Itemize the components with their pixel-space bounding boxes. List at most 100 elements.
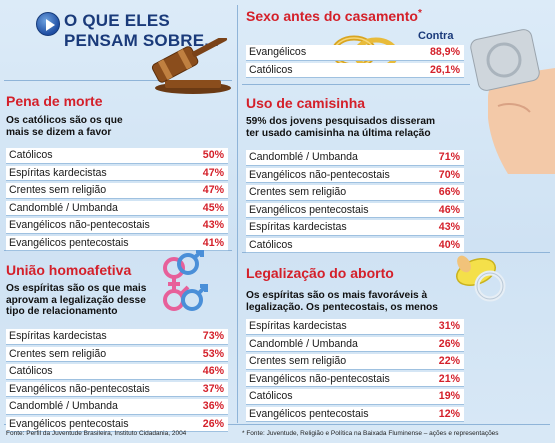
table-row: Espíritas kardecistas 73% [6,329,228,345]
row-label: Evangélicos não-pentecostais [9,219,150,231]
table-row: Evangélicos não-pentecostais 37% [6,381,228,397]
row-value: 66% [438,186,460,198]
table-row: Crentes sem religião 53% [6,346,228,362]
sexo-contra-label: Contra [418,30,454,42]
row-value: 26% [438,337,460,350]
row-label: Evangélicos pentecostais [9,417,129,430]
row-label: Espíritas kardecistas [249,221,347,233]
sexo-table: Evangélicos 88,9% Católicos 26,1% [246,45,464,80]
row-value: 53% [202,347,224,360]
header-line-2: PENSAM SOBRE... [64,31,220,50]
row-label: Candomblé / Umbanda [9,201,118,214]
row-label: Católicos [249,63,293,76]
row-label: Candomblé / Umbanda [9,400,118,412]
table-row: Católicos 46% [6,364,228,380]
table-row: Evangélicos pentecostais 12% [246,406,464,422]
row-label: Candomblé / Umbanda [249,337,358,350]
table-row: Evangélicos não-pentecostais 70% [246,167,464,183]
sexo-asterisk: * [417,8,422,19]
uniao-title: União homoafetiva [6,262,132,278]
table-row: Candomblé / Umbanda 45% [6,200,228,216]
table-row: Evangélicos não-pentecostais 21% [246,371,464,387]
table-row: Evangélicos pentecostais 41% [6,235,228,251]
play-icon [36,12,60,36]
table-row: Crentes sem religião 47% [6,183,228,199]
row-value: 43% [438,221,460,233]
header-title: O QUE ELES PENSAM SOBRE... [64,11,219,51]
row-value: 40% [438,238,460,251]
row-label: Espíritas kardecistas [9,166,107,179]
uniao-subtitle-line: aprovam a legalização desse [6,294,146,306]
row-label: Católicos [249,390,293,402]
row-label: Evangélicos [249,46,307,58]
divider-bottom [4,424,550,425]
header-line-1: O QUE ELES [64,11,170,30]
uniao-table: Espíritas kardecistas 73% Crentes sem reli… [6,329,228,434]
row-label: Evangélicos não-pentecostais [9,382,150,395]
row-value: 45% [202,201,224,214]
row-label: Evangélicos pentecostais [249,203,369,216]
table-row: Evangélicos pentecostais 26% [6,416,228,432]
row-label: Evangélicos pentecostais [9,236,129,249]
aborto-title: Legalização do aborto [246,265,394,281]
table-row: Espíritas kardecistas 31% [246,319,464,335]
uniao-subtitle-line: Os espíritas são os que mais [6,283,147,294]
row-value: 47% [202,184,224,196]
row-label: Crentes sem religião [249,186,347,198]
row-label: Espíritas kardecistas [249,320,347,332]
row-value: 26,1% [429,63,460,76]
table-row: Católicos 40% [246,237,464,253]
sexo-title-text: Sexo antes do casamento [246,8,418,24]
pena-table: Católicos 50% Espíritas kardecistas 47% Cren… [6,148,228,253]
table-row: Candomblé / Umbanda 26% [246,336,464,352]
condom-hand-icon [470,29,555,174]
row-value: 70% [438,168,460,181]
row-value: 12% [438,407,460,420]
row-value: 43% [202,219,224,231]
pena-subtitle: Os católicos são os que mais se dizem a … [6,115,186,138]
uniao-subtitle: Os espíritas são os que mais aprovam a l… [6,283,176,318]
row-label: Católicos [9,149,53,161]
row-value: 31% [438,320,460,332]
row-value: 46% [438,203,460,216]
row-label: Católicos [9,365,53,377]
source-left: Fonte: Perfil da Juventude Brasileira, I… [6,430,187,437]
camisinha-subtitle: 59% dos jovens pesquisados disseram ter … [246,116,476,139]
table-row: Católicos 19% [246,389,464,405]
source-right: * Fonte: Juventude, Religião e Política … [242,430,499,437]
divider-right-top [242,84,470,85]
table-row: Candomblé / Umbanda 36% [6,399,228,415]
table-row: Crentes sem religião 22% [246,354,464,370]
pena-subtitle-line: mais se dizem a favor [6,126,112,138]
row-value: 41% [202,236,224,249]
row-label: Católicos [249,238,293,251]
camisinha-title: Uso de camisinha [246,95,366,111]
table-row: Candomblé / Umbanda 71% [246,150,464,166]
camisinha-subtitle-line: ter usado camisinha na última relação [246,127,431,139]
aborto-subtitle-line: legalização. Os pentecostais, os menos [246,301,438,313]
row-value: 46% [202,365,224,377]
sexo-title: Sexo antes do casamento* [246,8,422,24]
row-value: 26% [202,417,224,430]
row-label: Crentes sem religião [9,347,107,360]
gavel-icon [151,38,231,94]
pena-subtitle-line: Os católicos são os que [6,115,123,126]
header: O QUE ELES PENSAM SOBRE... [0,0,237,80]
table-row: Evangélicos não-pentecostais 43% [6,218,228,234]
row-label: Evangélicos não-pentecostais [249,372,390,385]
row-label: Espíritas kardecistas [9,330,107,342]
table-row: Evangélicos 88,9% [246,45,464,61]
row-label: Candomblé / Umbanda [249,151,358,163]
pena-title: Pena de morte [6,93,103,109]
uniao-subtitle-line: tipo de relacionamento [6,306,118,317]
row-value: 88,9% [429,46,460,58]
row-value: 22% [438,355,460,367]
table-row: Espíritas kardecistas 43% [246,220,464,236]
table-row: Católicos 26,1% [246,62,464,78]
table-row: Crentes sem religião 66% [246,185,464,201]
table-row: Católicos 50% [6,148,228,164]
aborto-table: Espíritas kardecistas 31% Candomblé / Umba… [246,319,464,424]
aborto-subtitle-line: Os espíritas são os mais favoráveis à [246,290,428,301]
gender-symbols-icon [163,250,208,311]
row-value: 71% [438,151,460,163]
